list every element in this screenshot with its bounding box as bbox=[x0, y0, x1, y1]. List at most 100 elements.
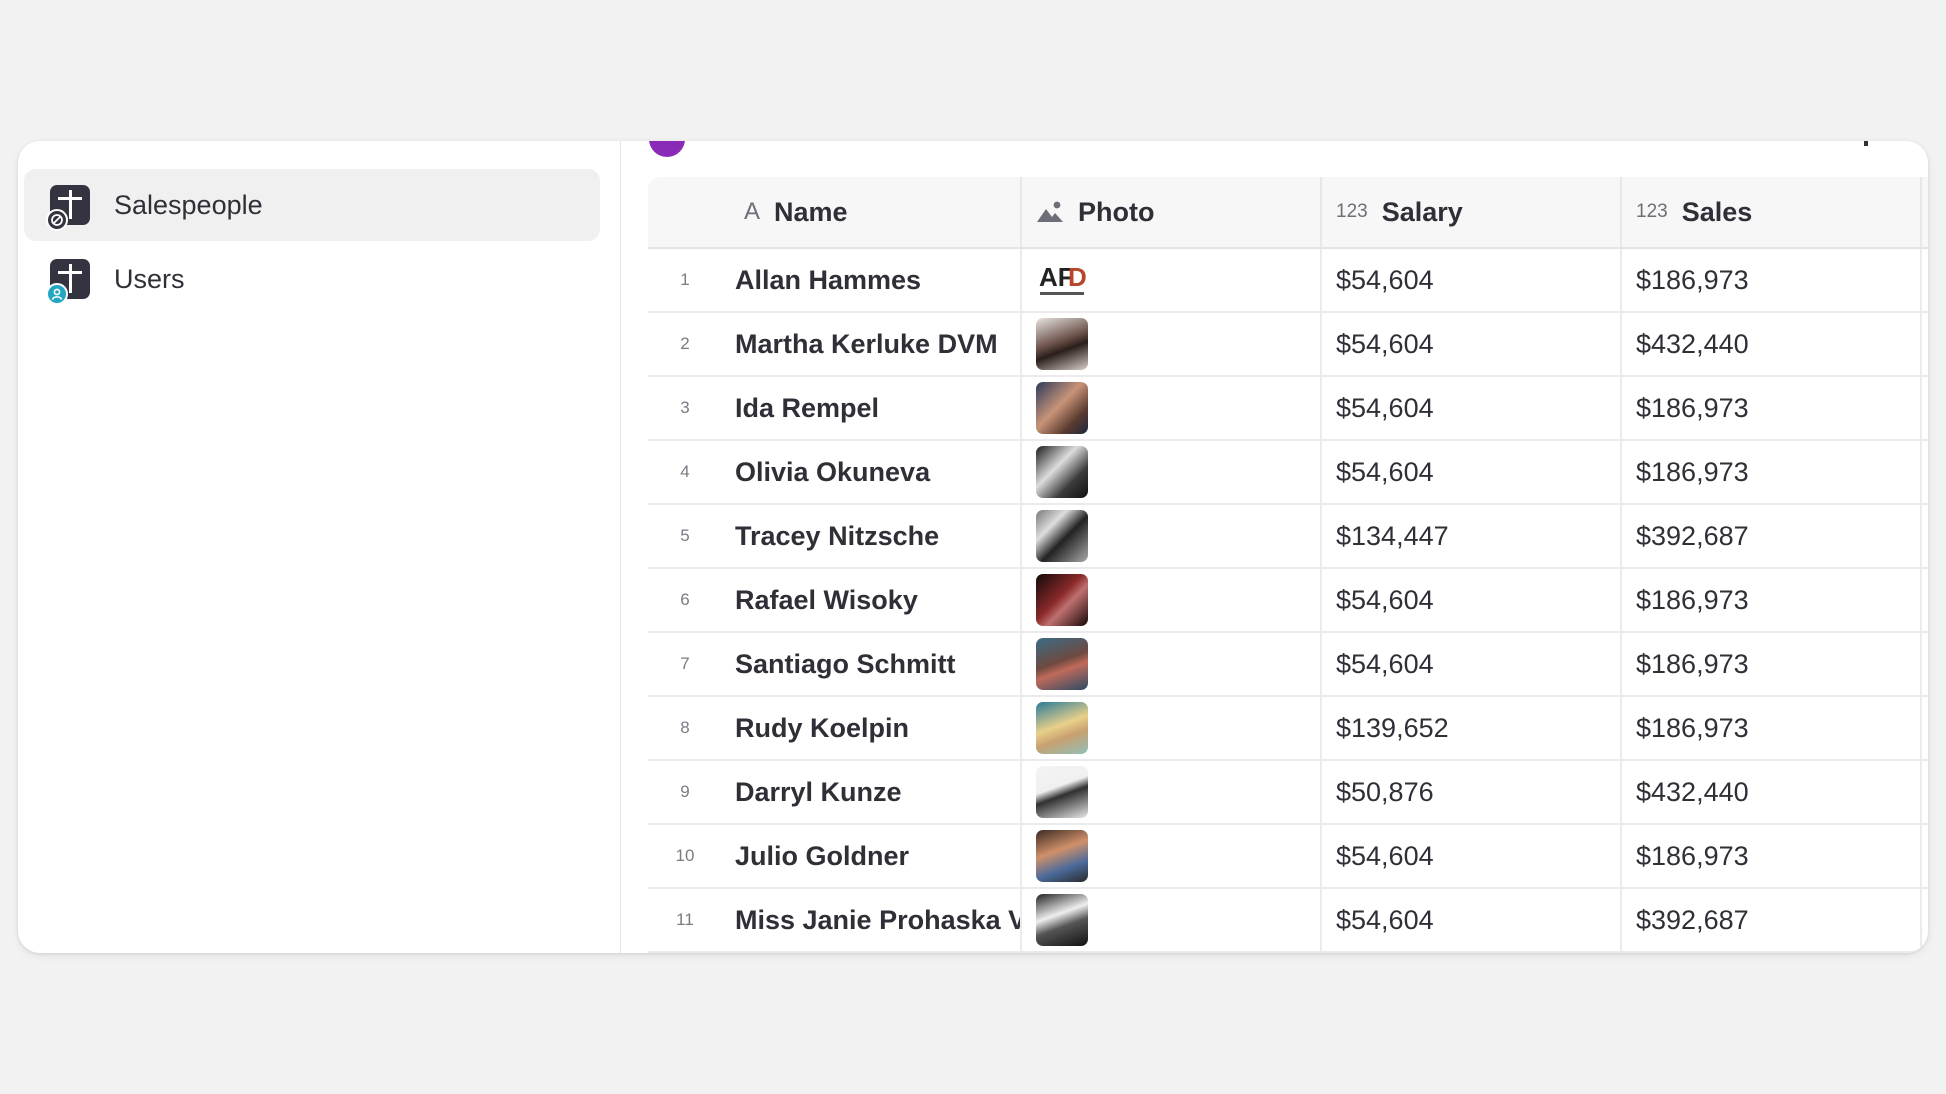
photo-thumbnail[interactable] bbox=[1036, 830, 1088, 882]
photo-cell[interactable]: AF D bbox=[1022, 249, 1322, 311]
data-grid: A Name Photo 123 Salary 123 Sales bbox=[648, 177, 1928, 953]
name-cell[interactable]: Allan Hammes bbox=[722, 249, 1022, 311]
name-cell[interactable]: Darryl Kunze bbox=[722, 761, 1022, 823]
photo-cell[interactable] bbox=[1022, 377, 1322, 439]
sales-cell[interactable]: $392,687 bbox=[1622, 889, 1922, 951]
name-cell[interactable]: Santiago Schmitt bbox=[722, 633, 1022, 695]
salary-cell[interactable]: $139,652 bbox=[1322, 697, 1622, 759]
row-number: 9 bbox=[680, 782, 690, 801]
salary-cell[interactable]: $54,604 bbox=[1322, 313, 1622, 375]
row-number: 8 bbox=[680, 718, 690, 737]
avatar[interactable] bbox=[649, 141, 685, 157]
table-user-icon bbox=[46, 257, 92, 305]
salary-cell[interactable]: $54,604 bbox=[1322, 441, 1622, 503]
name-cell[interactable]: Martha Kerluke DVM bbox=[722, 313, 1022, 375]
photo-cell[interactable] bbox=[1022, 697, 1322, 759]
salary-cell[interactable]: $54,604 bbox=[1322, 377, 1622, 439]
sidebar: Salespeople Users bbox=[18, 141, 621, 953]
row-number: 2 bbox=[680, 334, 690, 353]
svg-text:D: D bbox=[1068, 262, 1087, 292]
photo-thumbnail[interactable] bbox=[1036, 702, 1088, 754]
photo-thumbnail[interactable] bbox=[1036, 894, 1088, 946]
name-cell[interactable]: Rudy Koelpin bbox=[722, 697, 1022, 759]
salary-cell[interactable]: $54,604 bbox=[1322, 249, 1622, 311]
text-type-icon: A bbox=[744, 198, 761, 225]
name-cell[interactable]: Miss Janie Prohaska V bbox=[722, 889, 1022, 951]
sidebar-item-salespeople[interactable]: Salespeople bbox=[24, 169, 600, 241]
table-row[interactable]: 4 Olivia Okuneva $54,604 $186,973 bbox=[648, 441, 1928, 505]
table-row[interactable]: 9 Darryl Kunze $50,876 $432,440 bbox=[648, 761, 1928, 825]
photo-thumbnail[interactable] bbox=[1036, 510, 1088, 562]
sales-cell[interactable]: $186,973 bbox=[1622, 377, 1922, 439]
photo-thumbnail[interactable] bbox=[1036, 446, 1088, 498]
column-header-label: Salary bbox=[1381, 196, 1463, 227]
sales-cell[interactable]: $186,973 bbox=[1622, 633, 1922, 695]
photo-thumbnail[interactable] bbox=[1036, 766, 1088, 818]
photo-cell[interactable] bbox=[1022, 313, 1322, 375]
salary-cell[interactable]: $54,604 bbox=[1322, 889, 1622, 951]
table-row[interactable]: 10 Julio Goldner $54,604 $186,973 bbox=[648, 825, 1928, 889]
salary-cell[interactable]: $54,604 bbox=[1322, 633, 1622, 695]
photo-cell[interactable] bbox=[1022, 505, 1322, 567]
table-row[interactable]: 8 Rudy Koelpin $139,652 $186,973 bbox=[648, 697, 1928, 761]
table-row[interactable]: 11 Miss Janie Prohaska V $54,604 $392,68… bbox=[648, 889, 1928, 953]
afd-logo-thumbnail[interactable]: AF D bbox=[1036, 254, 1088, 306]
photo-cell[interactable] bbox=[1022, 825, 1322, 887]
sidebar-item-label: Users bbox=[114, 263, 185, 294]
photo-cell[interactable] bbox=[1022, 633, 1322, 695]
grid-body: 1 Allan Hammes AF D $54,604 $186,973 2 Ma… bbox=[648, 249, 1928, 953]
column-header-sales[interactable]: 123 Sales bbox=[1622, 177, 1922, 247]
table-row[interactable]: 2 Martha Kerluke DVM $54,604 $432,440 bbox=[648, 313, 1928, 377]
sales-cell[interactable]: $392,687 bbox=[1622, 505, 1922, 567]
table-icon bbox=[46, 183, 92, 231]
row-number: 1 bbox=[680, 270, 690, 289]
row-number: 7 bbox=[680, 654, 690, 673]
sales-cell[interactable]: $186,973 bbox=[1622, 697, 1922, 759]
photo-cell[interactable] bbox=[1022, 761, 1322, 823]
table-row[interactable]: 7 Santiago Schmitt $54,604 $186,973 bbox=[648, 633, 1928, 697]
sales-cell[interactable]: $432,440 bbox=[1622, 761, 1922, 823]
photo-thumbnail[interactable] bbox=[1036, 382, 1088, 434]
row-number: 10 bbox=[675, 846, 695, 865]
photo-thumbnail[interactable] bbox=[1036, 318, 1088, 370]
row-number: 6 bbox=[680, 590, 690, 609]
salary-cell[interactable]: $54,604 bbox=[1322, 825, 1622, 887]
sales-cell[interactable]: $186,973 bbox=[1622, 249, 1922, 311]
sales-cell[interactable]: $186,973 bbox=[1622, 569, 1922, 631]
column-header-label: Photo bbox=[1078, 196, 1155, 227]
sales-cell[interactable]: $432,440 bbox=[1622, 313, 1922, 375]
salary-cell[interactable]: $134,447 bbox=[1322, 505, 1622, 567]
name-cell[interactable]: Rafael Wisoky bbox=[722, 569, 1022, 631]
number-type-icon: 123 bbox=[1336, 201, 1368, 222]
table-row[interactable]: 5 Tracey Nitzsche $134,447 $392,687 bbox=[648, 505, 1928, 569]
photo-cell[interactable] bbox=[1022, 569, 1322, 631]
sales-cell[interactable]: $186,973 bbox=[1622, 441, 1922, 503]
table-row[interactable]: 3 Ida Rempel $54,604 $186,973 bbox=[648, 377, 1928, 441]
sales-cell[interactable]: $186,973 bbox=[1622, 825, 1922, 887]
table-row[interactable]: 1 Allan Hammes AF D $54,604 $186,973 bbox=[648, 249, 1928, 313]
row-number: 3 bbox=[680, 398, 690, 417]
photo-thumbnail[interactable] bbox=[1036, 638, 1088, 690]
main-content: A Name Photo 123 Salary 123 Sales bbox=[622, 141, 1928, 953]
salary-cell[interactable]: $50,876 bbox=[1322, 761, 1622, 823]
row-number: 5 bbox=[680, 526, 690, 545]
name-cell[interactable]: Olivia Okuneva bbox=[722, 441, 1022, 503]
sidebar-item-users[interactable]: Users bbox=[24, 243, 600, 315]
name-cell[interactable]: Tracey Nitzsche bbox=[722, 505, 1022, 567]
menu-dot-icon[interactable] bbox=[1864, 141, 1868, 146]
photo-cell[interactable] bbox=[1022, 889, 1322, 951]
column-header-label: Sales bbox=[1681, 196, 1753, 227]
salary-cell[interactable]: $54,604 bbox=[1322, 569, 1622, 631]
column-header-salary[interactable]: 123 Salary bbox=[1322, 177, 1622, 247]
column-header-name[interactable]: A Name bbox=[722, 177, 1022, 247]
photo-cell[interactable] bbox=[1022, 441, 1322, 503]
name-cell[interactable]: Julio Goldner bbox=[722, 825, 1022, 887]
column-header-label: Name bbox=[774, 196, 848, 227]
row-number-header bbox=[648, 177, 722, 247]
column-header-photo[interactable]: Photo bbox=[1022, 177, 1322, 247]
name-cell[interactable]: Ida Rempel bbox=[722, 377, 1022, 439]
table-row[interactable]: 6 Rafael Wisoky $54,604 $186,973 bbox=[648, 569, 1928, 633]
image-type-icon bbox=[1036, 200, 1064, 224]
row-number: 11 bbox=[676, 910, 694, 929]
photo-thumbnail[interactable] bbox=[1036, 574, 1088, 626]
